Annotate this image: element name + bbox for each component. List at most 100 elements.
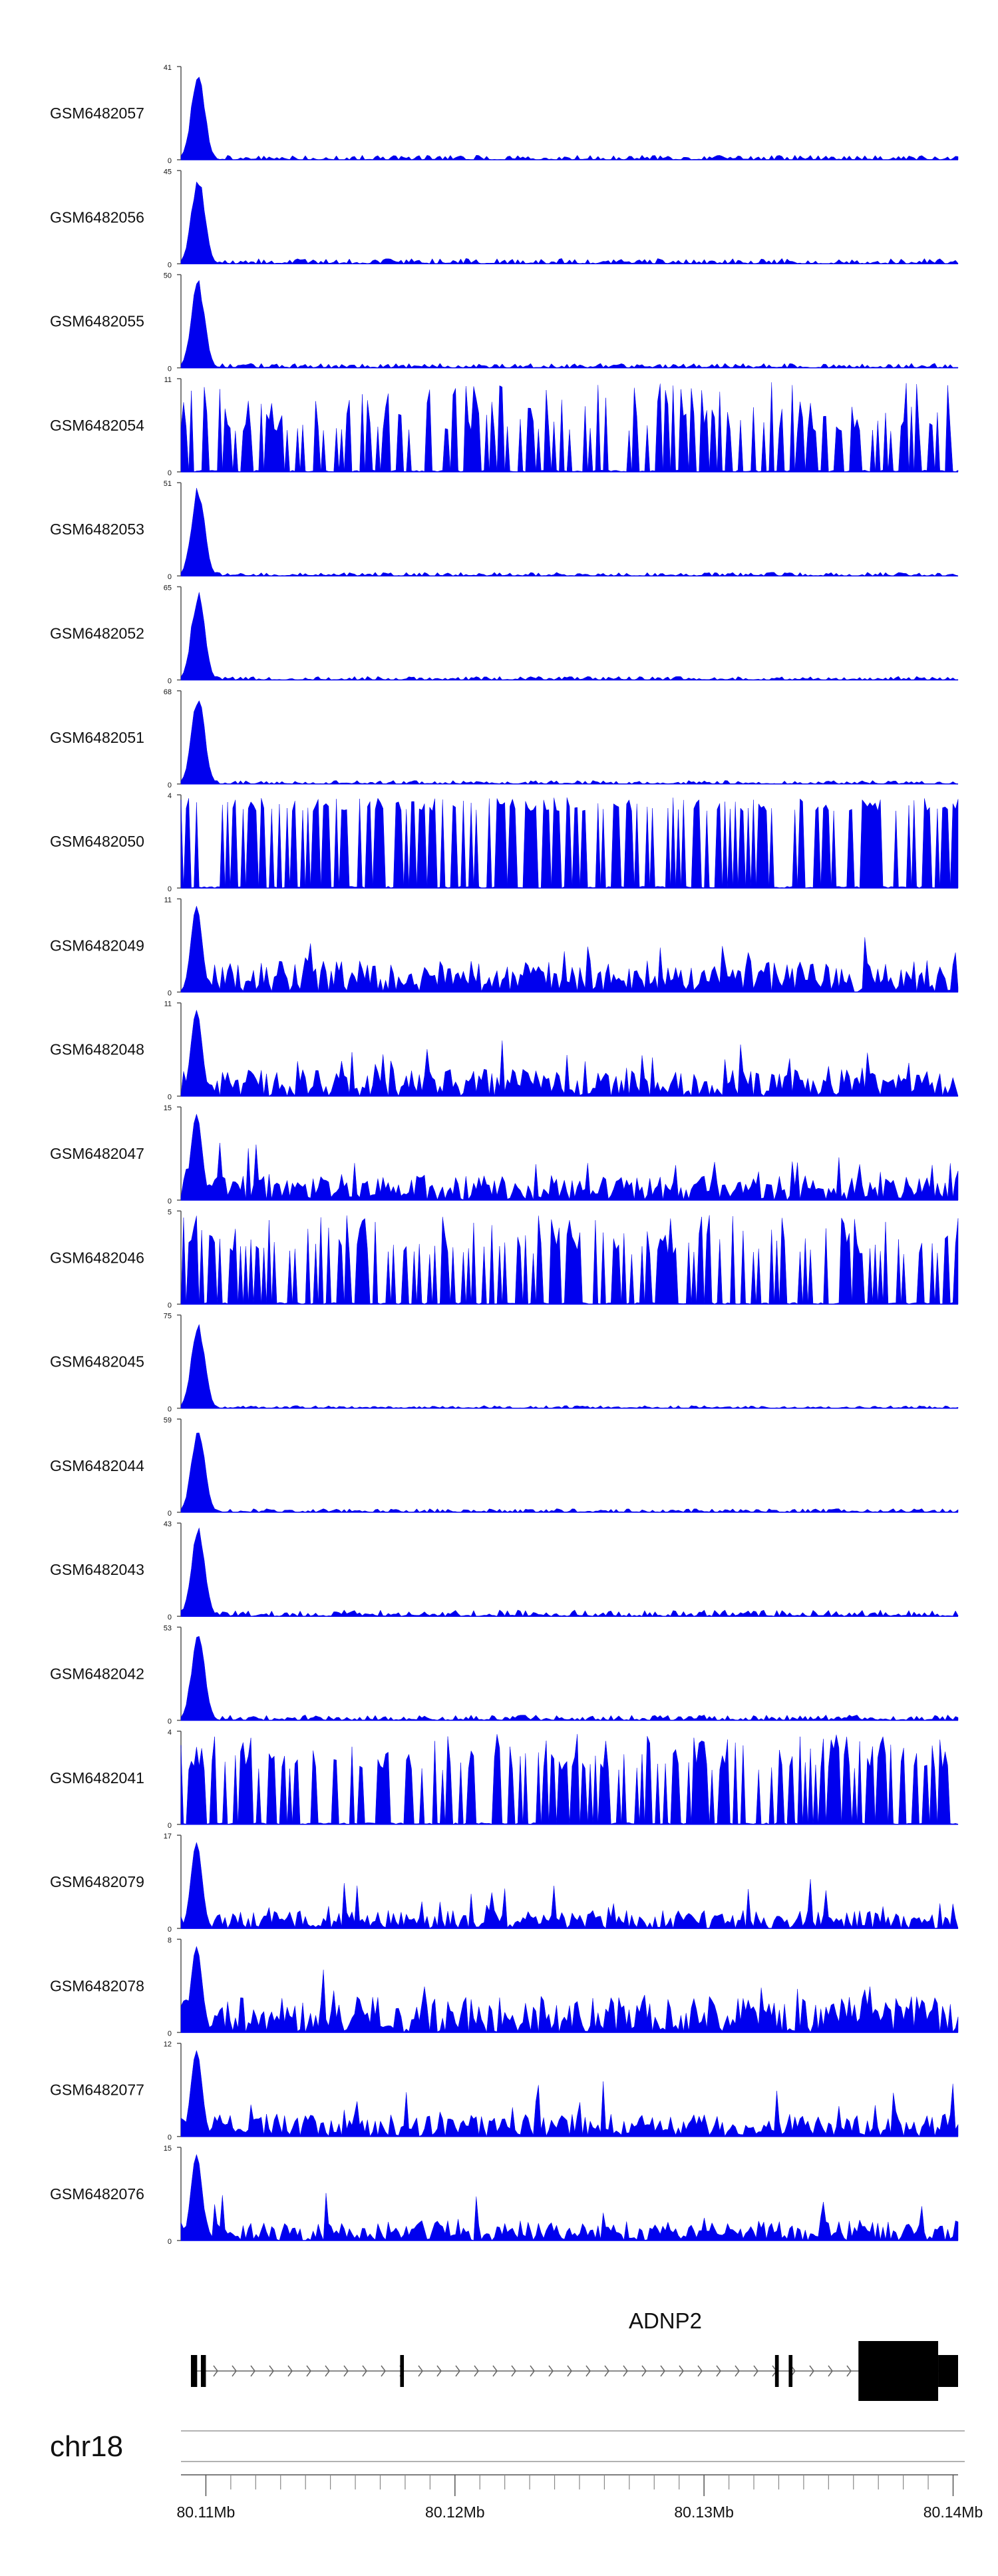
- y-max-label: 11: [164, 1000, 172, 1008]
- strand-arrow: [604, 2365, 609, 2377]
- y-min-label: 0: [168, 2238, 172, 2246]
- y-min-label: 0: [168, 678, 172, 686]
- axis-tick-label: 80.11Mb: [177, 2503, 236, 2521]
- coverage-area: [180, 2049, 959, 2137]
- y-max-label: 11: [164, 376, 172, 384]
- strand-arrow: [232, 2365, 237, 2377]
- axis-tick-label: 80.14Mb: [923, 2503, 983, 2521]
- coverage-area: [180, 1734, 959, 1825]
- coverage-area: [180, 1323, 959, 1408]
- y-max-label: 4: [168, 1729, 172, 1737]
- track-label: GSM6482042: [50, 1665, 144, 1683]
- y-max-label: 12: [164, 2041, 172, 2049]
- y-max-label: 4: [168, 792, 172, 800]
- coverage-area: [180, 77, 959, 160]
- y-max-label: 43: [164, 1520, 172, 1528]
- track-label: GSM6482050: [50, 833, 144, 850]
- coverage-area: [180, 280, 959, 369]
- strand-arrow: [846, 2365, 852, 2377]
- y-min-label: 0: [168, 261, 172, 269]
- track-label: GSM6482048: [50, 1041, 144, 1058]
- y-max-label: 15: [164, 1104, 172, 1112]
- coverage-area: [180, 700, 959, 785]
- strand-arrow: [325, 2365, 330, 2377]
- strand-arrow: [213, 2365, 218, 2377]
- y-min-label: 0: [168, 2134, 172, 2142]
- exon: [190, 2355, 198, 2387]
- y-max-label: 11: [164, 896, 172, 904]
- strand-arrow: [585, 2365, 591, 2377]
- exon: [858, 2341, 939, 2401]
- y-max-label: 51: [164, 480, 172, 488]
- strand-arrow: [287, 2365, 293, 2377]
- strand-arrow: [567, 2365, 572, 2377]
- y-min-label: 0: [168, 989, 172, 997]
- track-label: GSM6482076: [50, 2185, 144, 2203]
- y-min-label: 0: [168, 1406, 172, 1414]
- strand-arrow: [474, 2365, 479, 2377]
- y-max-label: 45: [164, 168, 172, 176]
- strand-arrow: [679, 2365, 684, 2377]
- y-min-label: 0: [168, 1094, 172, 1102]
- coverage-area: [180, 592, 959, 680]
- strand-arrow: [511, 2365, 516, 2377]
- axis-tick-label: 80.13Mb: [674, 2503, 734, 2521]
- strand-arrow: [623, 2365, 628, 2377]
- y-max-label: 50: [164, 272, 172, 280]
- strand-arrow: [828, 2365, 833, 2377]
- y-min-label: 0: [168, 2030, 172, 2038]
- strand-arrow: [381, 2365, 386, 2377]
- track-label: GSM6482078: [50, 1977, 144, 1994]
- coverage-area: [180, 2153, 959, 2241]
- track-label: GSM6482079: [50, 1873, 144, 1890]
- strand-arrow: [436, 2365, 442, 2377]
- strand-arrow: [530, 2365, 535, 2377]
- strand-arrow: [418, 2365, 423, 2377]
- coverage-area: [180, 905, 959, 992]
- y-min-label: 0: [168, 365, 172, 373]
- track-label: GSM6482056: [50, 208, 144, 226]
- y-min-label: 0: [168, 1822, 172, 1830]
- y-max-label: 75: [164, 1313, 172, 1321]
- y-min-label: 0: [168, 781, 172, 789]
- coverage-area: [180, 1432, 959, 1513]
- strand-arrow: [492, 2365, 498, 2377]
- track-label: GSM6482051: [50, 729, 144, 746]
- strand-arrow: [735, 2365, 740, 2377]
- exon: [400, 2355, 405, 2387]
- chromosome-label: chr18: [50, 2430, 123, 2463]
- coverage-area: [180, 797, 959, 889]
- strand-arrow: [548, 2365, 554, 2377]
- strand-arrow: [269, 2365, 274, 2377]
- track-label: GSM6482045: [50, 1353, 144, 1371]
- track-label: GSM6482054: [50, 417, 144, 434]
- coverage-area: [180, 1113, 959, 1201]
- strand-arrow: [362, 2365, 367, 2377]
- strand-arrow: [660, 2365, 665, 2377]
- y-max-label: 53: [164, 1625, 172, 1633]
- y-max-label: 15: [164, 2145, 172, 2153]
- strand-arrow: [641, 2365, 647, 2377]
- strand-arrow: [250, 2365, 255, 2377]
- y-min-label: 0: [168, 573, 172, 581]
- gene-label: ADNP2: [629, 2308, 702, 2333]
- y-max-label: 65: [164, 584, 172, 592]
- strand-arrow: [455, 2365, 460, 2377]
- strand-arrow: [809, 2365, 814, 2377]
- y-max-label: 8: [168, 1936, 172, 1944]
- coverage-area: [180, 1215, 959, 1305]
- y-min-label: 0: [168, 1613, 172, 1621]
- track-label: GSM6482057: [50, 105, 144, 122]
- y-min-label: 0: [168, 885, 172, 893]
- y-min-label: 0: [168, 469, 172, 477]
- track-label: GSM6482052: [50, 625, 144, 642]
- strand-arrow: [343, 2365, 349, 2377]
- y-max-label: 59: [164, 1416, 172, 1424]
- axis-tick-label: 80.12Mb: [425, 2503, 485, 2521]
- y-max-label: 17: [164, 1832, 172, 1840]
- y-min-label: 0: [168, 1510, 172, 1518]
- track-label: GSM6482046: [50, 1249, 144, 1266]
- coverage-area: [180, 1528, 959, 1617]
- y-min-label: 0: [168, 1926, 172, 1934]
- y-max-label: 68: [164, 688, 172, 696]
